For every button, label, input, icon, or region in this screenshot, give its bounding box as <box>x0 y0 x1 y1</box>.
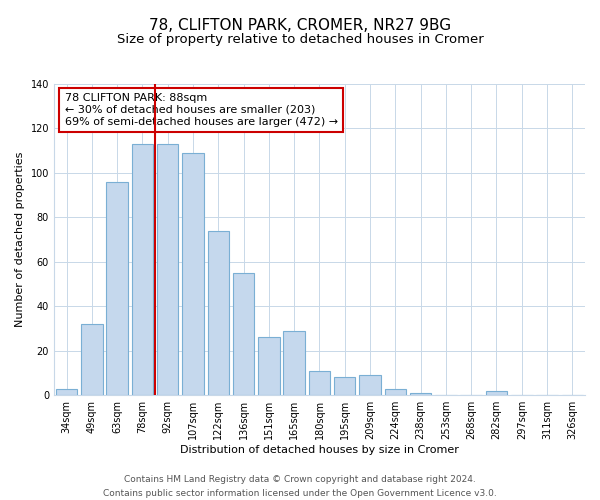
Bar <box>208 230 229 395</box>
Bar <box>131 144 153 395</box>
Bar <box>385 388 406 395</box>
Bar <box>182 153 204 395</box>
Bar <box>486 391 507 395</box>
Text: 78, CLIFTON PARK, CROMER, NR27 9BG: 78, CLIFTON PARK, CROMER, NR27 9BG <box>149 18 451 32</box>
Bar <box>157 144 178 395</box>
Text: Size of property relative to detached houses in Cromer: Size of property relative to detached ho… <box>116 32 484 46</box>
Bar <box>258 338 280 395</box>
X-axis label: Distribution of detached houses by size in Cromer: Distribution of detached houses by size … <box>180 445 459 455</box>
Y-axis label: Number of detached properties: Number of detached properties <box>15 152 25 328</box>
Bar <box>56 388 77 395</box>
Text: 78 CLIFTON PARK: 88sqm
← 30% of detached houses are smaller (203)
69% of semi-de: 78 CLIFTON PARK: 88sqm ← 30% of detached… <box>65 94 338 126</box>
Bar <box>359 375 381 395</box>
Bar <box>309 371 330 395</box>
Bar <box>410 393 431 395</box>
Text: Contains HM Land Registry data © Crown copyright and database right 2024.
Contai: Contains HM Land Registry data © Crown c… <box>103 476 497 498</box>
Bar <box>233 273 254 395</box>
Bar <box>334 378 355 395</box>
Bar <box>81 324 103 395</box>
Bar <box>283 330 305 395</box>
Bar <box>106 182 128 395</box>
